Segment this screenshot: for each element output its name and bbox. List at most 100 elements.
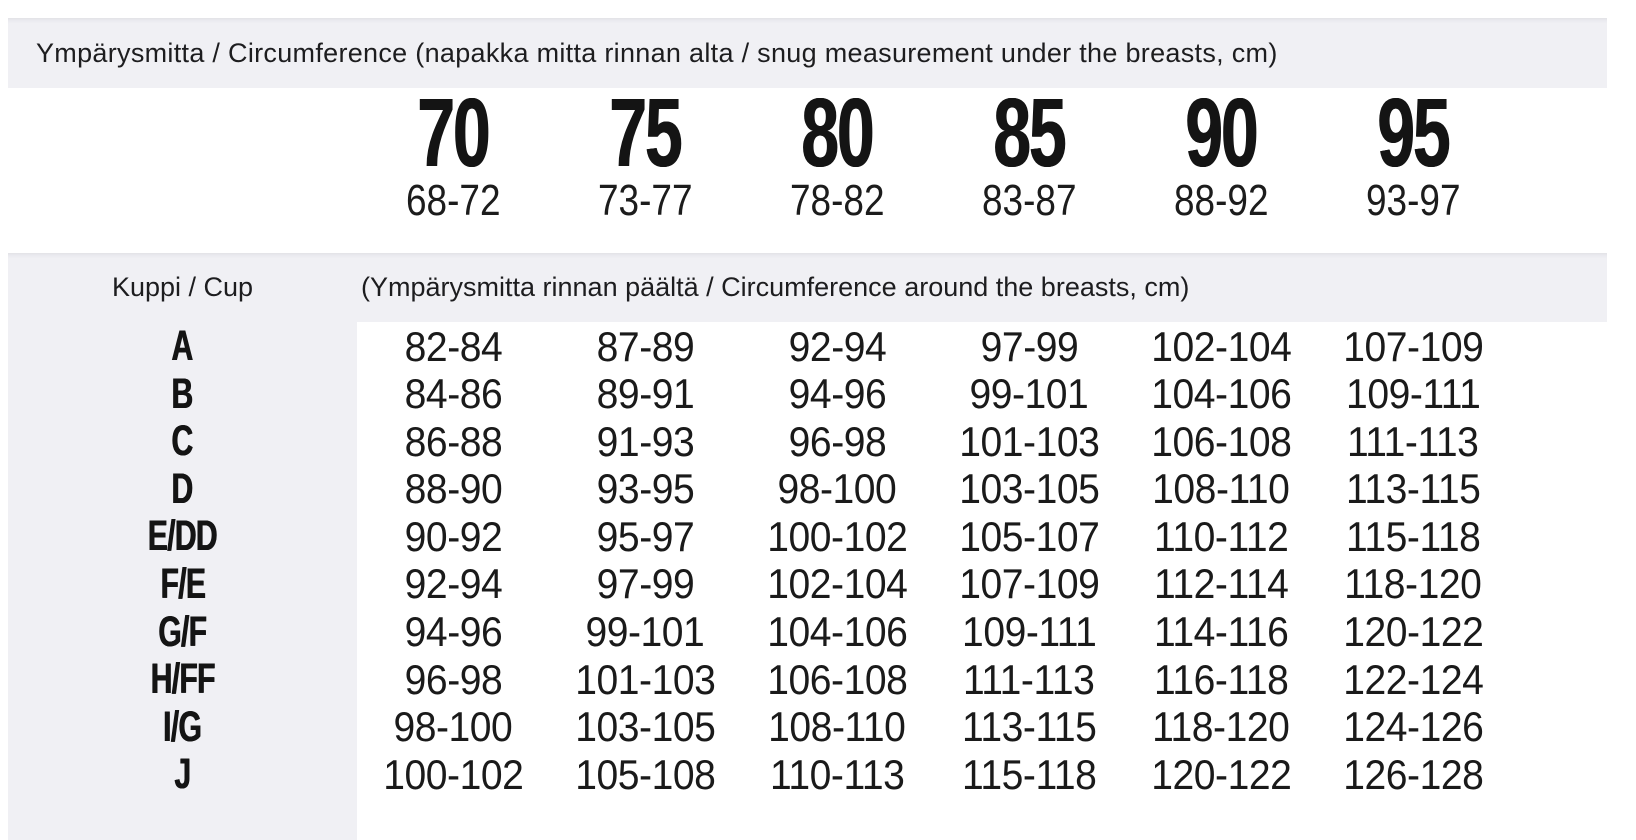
measurement-cell: 105-108 — [549, 751, 741, 799]
cup-label-cell: G/F — [8, 608, 357, 657]
measurement-cell: 82-84 — [357, 323, 549, 371]
measurement-cell: 92-94 — [741, 323, 933, 371]
table-row-h-ff: H/FF 96-98 101-103 106-108 111-113 116-1… — [8, 655, 1607, 703]
measurement-cell: 124-126 — [1317, 703, 1509, 751]
cup-label-cell: C — [8, 417, 357, 466]
measurement-cell: 106-108 — [741, 656, 933, 704]
measurement-cell: 88-90 — [357, 465, 549, 513]
table-row-c: C 86-88 91-93 96-98 101-103 106-108 111-… — [8, 417, 1607, 465]
band-size-85: 85 83-87 — [933, 78, 1125, 226]
measurement-cell: 104-106 — [741, 608, 933, 656]
band-size-number: 70 — [417, 78, 490, 187]
measurement-range: 124-126 — [1342, 703, 1484, 751]
band-size-range: 93-97 — [1365, 175, 1461, 225]
measurement-cell: 122-124 — [1317, 656, 1509, 704]
measurement-cell: 99-101 — [933, 370, 1125, 418]
measurement-cell: 104-106 — [1125, 370, 1317, 418]
measurement-range: 96-98 — [404, 655, 502, 703]
measurement-cell: 87-89 — [549, 323, 741, 371]
band-size-75: 75 73-77 — [549, 84, 741, 226]
measurement-cell: 84-86 — [357, 370, 549, 418]
measurement-range: 105-108 — [574, 750, 716, 798]
measurement-range: 90-92 — [404, 512, 502, 560]
table-row-i-g: I/G 98-100 103-105 108-110 113-115 118-1… — [8, 703, 1607, 751]
measurement-range: 87-89 — [596, 322, 694, 370]
measurement-cell: 102-104 — [741, 560, 933, 608]
measurement-range: 103-105 — [574, 703, 716, 751]
measurement-cell: 94-96 — [357, 608, 549, 656]
measurement-range: 100-102 — [766, 512, 908, 560]
cup-letter: A — [171, 322, 194, 370]
measurement-range: 97-99 — [596, 560, 694, 608]
measurement-range: 94-96 — [404, 608, 502, 656]
measurement-range: 99-101 — [585, 608, 705, 656]
measurement-range: 94-96 — [788, 370, 886, 418]
table-row-g-f: G/F 94-96 99-101 104-106 109-111 114-116… — [8, 608, 1607, 656]
table-row-d: D 88-90 93-95 98-100 103-105 108-110 113… — [8, 465, 1607, 513]
measurement-cell: 92-94 — [357, 560, 549, 608]
measurement-range: 105-107 — [958, 512, 1100, 560]
measurement-range: 115-118 — [961, 750, 1097, 798]
measurement-range: 107-109 — [1342, 322, 1484, 370]
measurement-range: 110-112 — [1153, 512, 1289, 560]
measurement-range: 96-98 — [788, 417, 886, 465]
cup-header-band: Kuppi / Cup (Ympärysmitta rinnan päältä … — [8, 253, 1607, 322]
cup-letter: J — [174, 750, 191, 799]
measurement-cell: 94-96 — [741, 370, 933, 418]
measurement-range: 126-128 — [1342, 750, 1484, 798]
measurement-range: 104-106 — [766, 608, 908, 656]
measurement-range: 95-97 — [596, 512, 694, 560]
measurement-range: 113-115 — [961, 703, 1097, 751]
measurement-cell: 98-100 — [357, 703, 549, 751]
measurement-cell: 118-120 — [1317, 560, 1509, 608]
circumference-header-band: Ympärysmitta / Circumference (napakka mi… — [8, 18, 1607, 88]
band-size-95: 95 93-97 — [1317, 84, 1509, 226]
measurement-range: 107-109 — [958, 560, 1100, 608]
measurement-range: 97-99 — [980, 322, 1078, 370]
measurement-cell: 96-98 — [357, 656, 549, 704]
cup-label-cell: J — [8, 750, 357, 799]
measurement-cell: 96-98 — [741, 418, 933, 466]
measurement-range: 122-124 — [1342, 655, 1484, 703]
table-row-f-e: F/E 92-94 97-99 102-104 107-109 112-114 … — [8, 560, 1607, 608]
cup-letter: G/F — [158, 607, 207, 656]
cup-label-cell: A — [8, 322, 357, 371]
measurement-cell: 100-102 — [357, 751, 549, 799]
measurement-cell: 103-105 — [549, 703, 741, 751]
cup-label-cell: E/DD — [8, 512, 357, 561]
measurement-range: 98-100 — [393, 703, 513, 751]
band-size-spacer — [8, 94, 357, 226]
measurement-cell: 107-109 — [1317, 323, 1509, 371]
measurement-cell: 102-104 — [1125, 323, 1317, 371]
cup-label-cell: D — [8, 465, 357, 514]
measurement-cell: 108-110 — [741, 703, 933, 751]
measurement-range: 86-88 — [404, 417, 502, 465]
measurement-cell: 109-111 — [1317, 370, 1509, 418]
measurement-cell: 115-118 — [933, 751, 1125, 799]
measurement-range: 93-95 — [596, 465, 694, 513]
measurement-range: 99-101 — [969, 370, 1089, 418]
measurement-range: 118-120 — [1152, 703, 1290, 751]
measurement-cell: 106-108 — [1125, 418, 1317, 466]
measurement-cell: 97-99 — [933, 323, 1125, 371]
band-size-number: 85 — [993, 78, 1066, 187]
measurement-range: 113-115 — [1345, 465, 1481, 513]
measurement-range: 91-93 — [596, 417, 694, 465]
measurement-cell: 115-118 — [1317, 513, 1509, 561]
measurement-cell: 113-115 — [1317, 465, 1509, 513]
measurement-cell: 109-111 — [933, 608, 1125, 656]
band-size-90: 90 88-92 — [1125, 78, 1317, 226]
band-size-range: 83-87 — [981, 175, 1077, 225]
measurement-range: 108-110 — [768, 703, 906, 751]
measurement-range: 120-122 — [1342, 608, 1484, 656]
measurement-cell: 93-95 — [549, 465, 741, 513]
measurement-cell: 98-100 — [741, 465, 933, 513]
measurement-cell: 97-99 — [549, 560, 741, 608]
measurement-cell: 111-113 — [933, 656, 1125, 704]
measurement-cell: 86-88 — [357, 418, 549, 466]
band-size-number: 90 — [1185, 78, 1258, 187]
table-row-a: A 82-84 87-89 92-94 97-99 102-104 107-10… — [8, 322, 1607, 370]
cup-header-subtitle: (Ympärysmitta rinnan päältä / Circumfere… — [361, 272, 1190, 302]
measurement-range: 106-108 — [1150, 417, 1292, 465]
